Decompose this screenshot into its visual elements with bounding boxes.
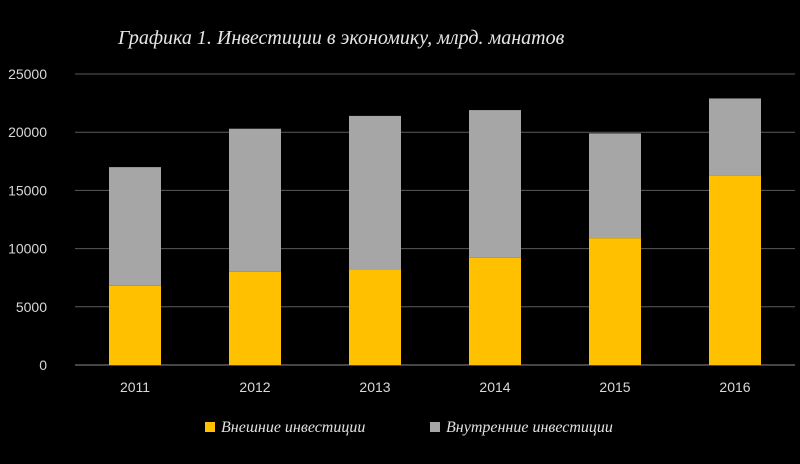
y-tick-label: 20000 — [8, 124, 47, 140]
y-tick-label: 5000 — [16, 299, 47, 315]
x-tick-label: 2013 — [359, 379, 390, 395]
y-tick-label: 10000 — [8, 241, 47, 257]
x-tick-label: 2015 — [599, 379, 630, 395]
bar-external-2016 — [709, 175, 761, 365]
bar-internal-2013 — [349, 115, 401, 270]
y-tick-label: 0 — [39, 357, 47, 373]
legend-swatch-external — [205, 422, 215, 432]
grid — [75, 73, 795, 366]
x-axis-ticks: 2011 2012 2013 2014 2015 2016 — [120, 379, 751, 395]
legend-swatch-internal — [430, 422, 440, 432]
x-tick-label: 2012 — [239, 379, 270, 395]
bar-internal-2014 — [469, 110, 521, 258]
legend: Внешние инвестиции Внутренние инвестиции — [205, 419, 613, 436]
bar-external-2014 — [469, 257, 521, 365]
y-tick-label: 25000 — [8, 66, 47, 82]
legend-label-external: Внешние инвестиции — [221, 419, 365, 436]
bar-external-2012 — [229, 271, 281, 365]
bar-internal-2016 — [709, 98, 761, 176]
bars — [109, 98, 761, 365]
x-tick-label: 2011 — [120, 379, 150, 395]
bar-internal-2015 — [589, 133, 641, 239]
y-tick-label: 15000 — [8, 182, 47, 198]
legend-label-internal: Внутренние инвестиции — [446, 419, 613, 436]
x-tick-label: 2014 — [479, 379, 510, 395]
bar-external-2015 — [589, 238, 641, 365]
bar-external-2011 — [109, 285, 161, 365]
bar-internal-2012 — [229, 128, 281, 272]
chart-title: Графика 1. Инвестиции в экономику, млрд.… — [117, 27, 565, 49]
x-tick-label: 2016 — [719, 379, 750, 395]
bar-external-2013 — [349, 269, 401, 365]
y-axis-ticks: 0 5000 10000 15000 20000 25000 — [8, 66, 47, 373]
bar-internal-2011 — [109, 167, 161, 286]
